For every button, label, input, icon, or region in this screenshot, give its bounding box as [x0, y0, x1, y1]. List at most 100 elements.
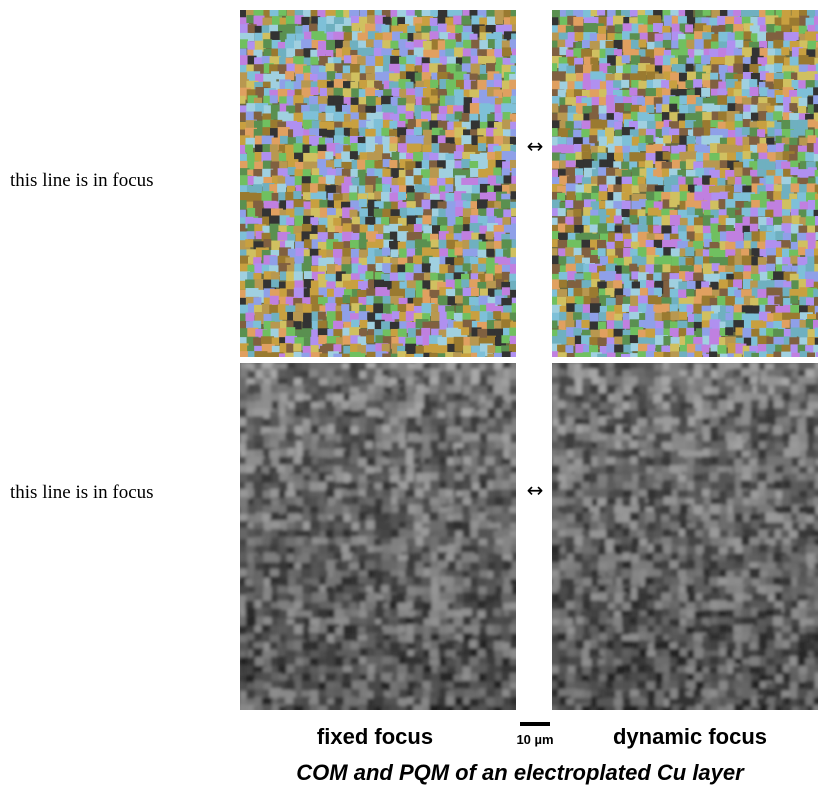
grain: [605, 128, 614, 137]
grain: [407, 208, 415, 216]
grain: [375, 33, 383, 41]
grain: [504, 175, 512, 183]
grain: [685, 247, 694, 256]
grain: [438, 296, 448, 306]
grain: [503, 209, 511, 217]
grain: [767, 376, 777, 386]
grain: [463, 667, 471, 675]
grain: [773, 111, 782, 120]
grain: [414, 144, 422, 152]
grain: [349, 706, 358, 710]
grain: [790, 296, 798, 304]
grain: [343, 689, 351, 697]
grain: [735, 114, 743, 122]
grain: [310, 472, 319, 481]
grain: [367, 552, 375, 560]
grain: [470, 706, 479, 710]
grain: [349, 185, 357, 193]
grain: [655, 33, 664, 42]
grain: [327, 481, 335, 489]
grain: [646, 105, 654, 113]
grain: [262, 144, 270, 152]
grain: [695, 419, 703, 427]
grain: [791, 183, 800, 192]
grain: [375, 521, 385, 531]
grain: [701, 55, 710, 64]
grain: [397, 433, 405, 441]
grain: [486, 689, 495, 698]
grain: [495, 441, 503, 449]
grain: [552, 17, 558, 25]
grain: [359, 239, 368, 248]
grain: [240, 385, 247, 394]
grain: [357, 353, 365, 357]
grain: [304, 256, 312, 264]
grain: [471, 120, 480, 129]
grain: [279, 161, 287, 169]
grain: [655, 177, 663, 185]
grain: [774, 79, 784, 89]
grain: [759, 87, 768, 96]
grain: [464, 369, 472, 377]
grain: [629, 264, 637, 272]
grain: [454, 151, 462, 159]
grain: [743, 271, 751, 279]
grain: [389, 160, 397, 168]
grain: [240, 224, 245, 232]
grain: [750, 105, 758, 113]
grain: [390, 690, 398, 698]
grain: [638, 89, 646, 97]
grain: [245, 280, 255, 290]
grain: [456, 217, 464, 225]
grain: [576, 440, 584, 448]
grain: [454, 577, 463, 586]
grain: [423, 673, 432, 682]
grain: [406, 474, 414, 482]
grain: [255, 441, 264, 450]
grain: [286, 217, 294, 225]
grain: [552, 104, 558, 113]
grain: [685, 272, 694, 281]
grain: [486, 231, 494, 239]
grain: [471, 288, 479, 296]
grain: [253, 184, 262, 193]
grain: [479, 626, 487, 634]
grain: [582, 313, 590, 321]
grain: [629, 88, 637, 96]
grain: [511, 96, 516, 104]
grain: [773, 191, 782, 200]
grain: [773, 217, 782, 226]
grain: [686, 257, 694, 265]
grain: [614, 153, 623, 162]
grain: [454, 225, 463, 234]
grain: [246, 15, 254, 23]
grain: [743, 401, 751, 409]
grain: [679, 417, 688, 426]
grain: [328, 409, 336, 417]
grain: [240, 39, 248, 48]
grain: [309, 24, 317, 32]
grain: [495, 426, 503, 434]
grain: [565, 200, 573, 208]
grain: [334, 63, 342, 71]
grain: [487, 345, 495, 353]
grain: [278, 505, 286, 513]
grain: [445, 49, 454, 58]
grain: [285, 71, 294, 80]
grain: [446, 624, 455, 633]
grain: [438, 561, 446, 569]
grain: [614, 122, 622, 130]
grain: [422, 594, 430, 602]
grain: [254, 632, 262, 640]
grain: [677, 394, 685, 402]
grain: [318, 113, 326, 121]
grain: [719, 386, 727, 394]
grain: [589, 369, 598, 378]
grain: [246, 675, 254, 683]
grain: [797, 128, 805, 136]
grain: [341, 304, 349, 312]
grain: [669, 104, 677, 112]
grain: [245, 578, 253, 586]
grain: [710, 128, 718, 136]
grain: [814, 368, 818, 377]
